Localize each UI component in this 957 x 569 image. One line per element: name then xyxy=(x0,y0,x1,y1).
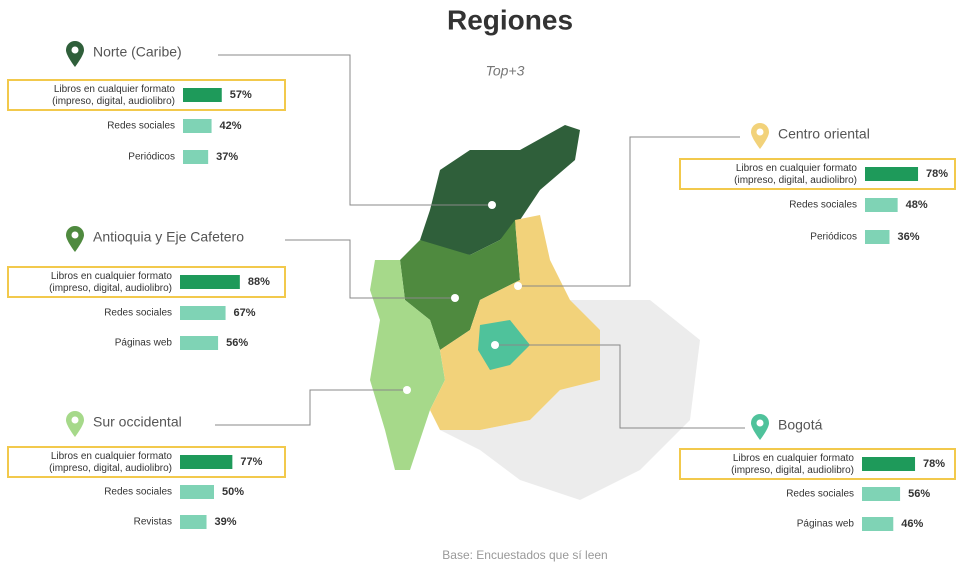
bar xyxy=(862,487,901,501)
value-label: 56% xyxy=(908,488,930,500)
bar xyxy=(180,455,233,469)
value-label: 57% xyxy=(230,89,252,101)
bar xyxy=(183,119,212,133)
connector xyxy=(215,389,407,426)
value-label: 37% xyxy=(216,151,238,163)
region-name: Norte (Caribe) xyxy=(93,44,182,60)
pin xyxy=(751,123,769,149)
region-name: Antioquia y Eje Cafetero xyxy=(93,229,244,245)
bar xyxy=(180,336,219,350)
highlight-box xyxy=(679,448,956,480)
item-label: Periódicos xyxy=(128,152,175,163)
map-dot xyxy=(514,282,522,290)
item-label: Redes sociales xyxy=(107,121,175,132)
item-label: Páginas web xyxy=(797,519,855,530)
value-label: 36% xyxy=(897,231,919,243)
bar xyxy=(180,275,240,289)
value-label: 50% xyxy=(222,486,244,498)
bar xyxy=(180,306,226,320)
value-label: 88% xyxy=(248,276,270,288)
region-sur xyxy=(370,260,445,470)
connector xyxy=(218,54,492,206)
value-label: 67% xyxy=(234,307,256,319)
pin xyxy=(751,414,769,440)
item-label: Libros en cualquier formato (impreso, dig… xyxy=(49,451,172,474)
value-label: 78% xyxy=(923,458,945,470)
value-label: 78% xyxy=(926,168,948,180)
value-label: 42% xyxy=(220,120,242,132)
item-label: Libros en cualquier formato (impreso, dig… xyxy=(734,163,857,186)
bar xyxy=(183,150,209,164)
map-dot xyxy=(488,201,496,209)
connector xyxy=(285,239,455,299)
pin-hole xyxy=(71,231,79,239)
footer: Base: Encuestados que sí leen xyxy=(442,548,607,562)
region-norte xyxy=(420,125,580,255)
highlight-box xyxy=(7,79,286,111)
bar xyxy=(180,485,214,499)
connector xyxy=(518,136,740,287)
value-label: 48% xyxy=(906,199,928,211)
item-label: Libros en cualquier formato (impreso, dig… xyxy=(52,84,175,107)
map xyxy=(370,125,700,500)
value-label: 77% xyxy=(240,456,262,468)
pin-hole xyxy=(71,416,79,424)
highlight-box xyxy=(7,266,286,298)
subtitle: Top+3 xyxy=(486,63,525,79)
region-centro xyxy=(430,215,600,430)
bar xyxy=(865,230,890,244)
highlight-box xyxy=(7,446,286,478)
connector xyxy=(495,344,745,429)
bar xyxy=(180,515,207,529)
bar xyxy=(183,88,222,102)
region-antioquia xyxy=(400,220,520,350)
highlight-box xyxy=(679,158,956,190)
region-rest xyxy=(440,300,700,500)
connectors xyxy=(215,54,745,429)
pin-hole xyxy=(756,419,764,427)
item-label: Revistas xyxy=(134,517,172,528)
value-label: 56% xyxy=(226,337,248,349)
map-dot xyxy=(491,341,499,349)
pin xyxy=(65,410,85,437)
item-label: Páginas web xyxy=(115,338,173,349)
bar xyxy=(865,198,898,212)
bar xyxy=(865,167,919,181)
region-name: Bogotá xyxy=(778,417,823,433)
item-label: Libros en cualquier formato (impreso, dig… xyxy=(731,453,854,476)
value-label: 39% xyxy=(215,516,237,528)
map-dot xyxy=(403,386,411,394)
item-label: Redes sociales xyxy=(104,308,172,319)
value-label: 46% xyxy=(901,518,923,530)
item-label: Libros en cualquier formato (impreso, dig… xyxy=(49,271,172,294)
pin xyxy=(65,225,85,252)
pin-hole xyxy=(756,128,764,136)
title: Regiones xyxy=(447,4,573,35)
item-label: Redes sociales xyxy=(786,489,854,500)
item-label: Periódicos xyxy=(810,232,857,243)
pin-hole xyxy=(71,46,79,54)
item-label: Redes sociales xyxy=(104,487,172,498)
region-name: Centro oriental xyxy=(778,126,870,142)
pin xyxy=(65,40,85,67)
item-label: Redes sociales xyxy=(789,200,857,211)
region-name: Sur occidental xyxy=(93,414,182,430)
bar xyxy=(862,457,916,471)
map-dot xyxy=(451,294,459,302)
bar xyxy=(862,517,894,531)
